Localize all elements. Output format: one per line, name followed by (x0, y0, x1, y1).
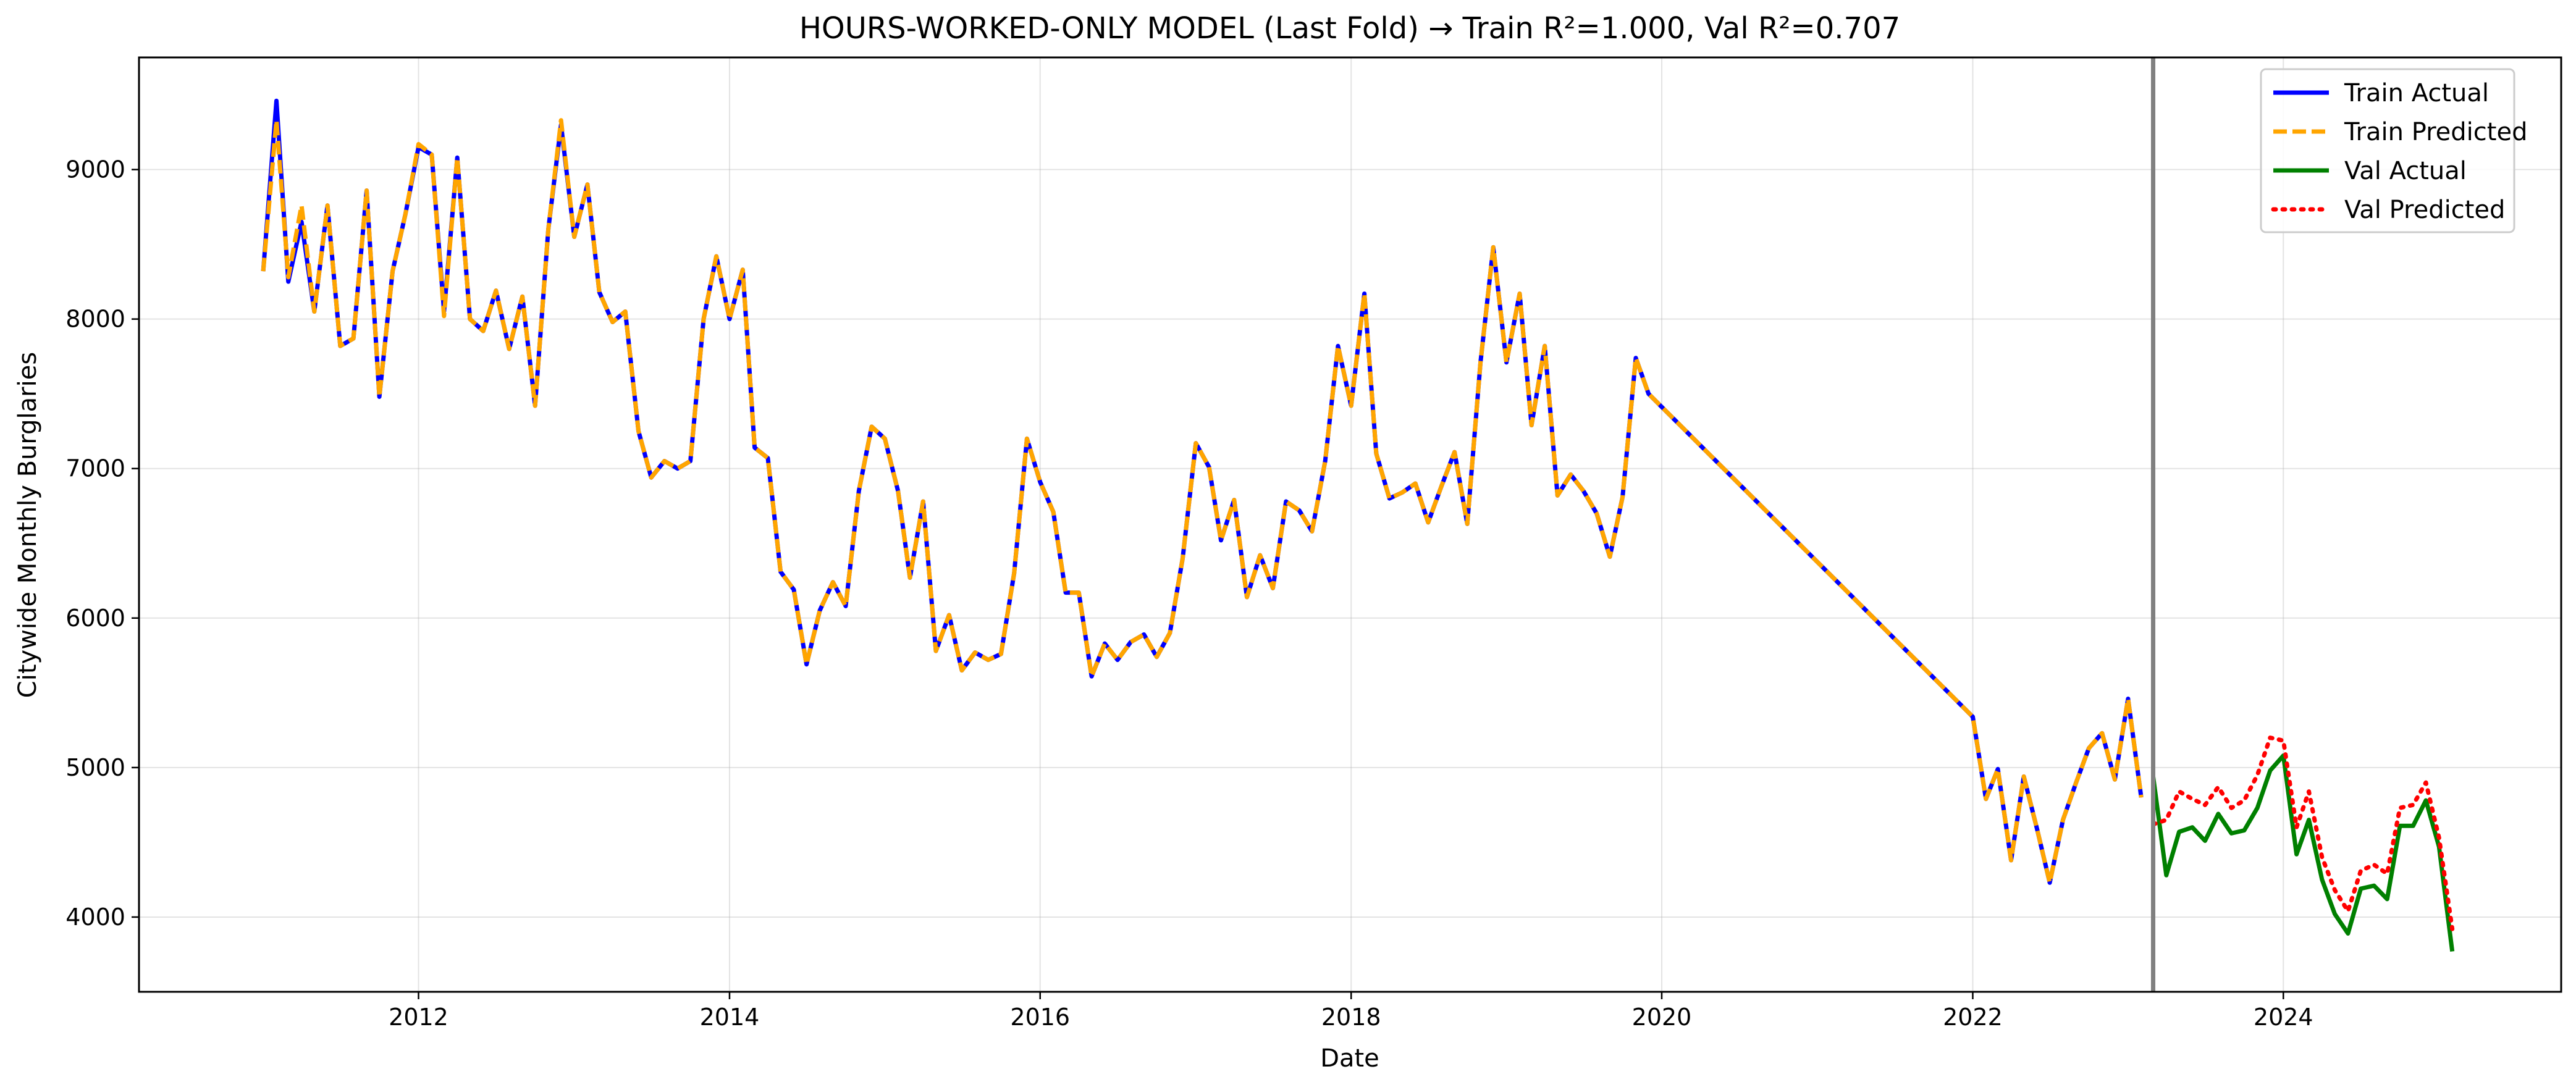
y-tick-label: 4000 (65, 903, 125, 931)
legend-box (2260, 68, 2515, 233)
plot-frame (138, 56, 2562, 993)
y-tick-label: 5000 (65, 754, 125, 781)
legend-label-val-actual: Val Actual (2344, 157, 2467, 185)
legend-label-train-predicted: Train Predicted (2344, 118, 2527, 146)
x-tick-label: 2024 (2254, 1004, 2313, 1031)
x-tick-label: 2018 (1321, 1004, 1381, 1031)
x-axis-label: Date (1320, 1044, 1379, 1073)
chart-title: HOURS-WORKED-ONLY MODEL (Last Fold) → Tr… (799, 11, 1900, 46)
legend-label-train-actual: Train Actual (2344, 79, 2489, 107)
x-axis-ticks: 2012 2014 2016 2018 2020 2022 2024 (389, 992, 2313, 1031)
series-line-train-predicted (261, 118, 2144, 885)
series-line-val-actual (2151, 753, 2455, 952)
y-tick-label: 6000 (65, 605, 125, 632)
series-lines (261, 98, 2455, 952)
x-tick-label: 2016 (1010, 1004, 1070, 1031)
x-tick-label: 2012 (389, 1004, 448, 1031)
x-tick-label: 2014 (700, 1004, 760, 1031)
y-axis-ticks: 4000 5000 6000 7000 8000 9000 (65, 156, 139, 931)
y-axis-label: Citywide Monthly Burglaries (14, 352, 42, 698)
legend: Train Actual Train Predicted Val Actual Val… (2260, 68, 2527, 233)
x-tick-label: 2022 (1943, 1004, 2003, 1031)
series-line-val-predicted (2151, 736, 2455, 931)
y-tick-label: 9000 (65, 156, 125, 183)
x-tick-label: 2020 (1632, 1004, 1692, 1031)
y-tick-label: 8000 (65, 306, 125, 333)
y-tick-label: 7000 (65, 455, 125, 482)
legend-label-val-predicted: Val Predicted (2344, 196, 2505, 224)
